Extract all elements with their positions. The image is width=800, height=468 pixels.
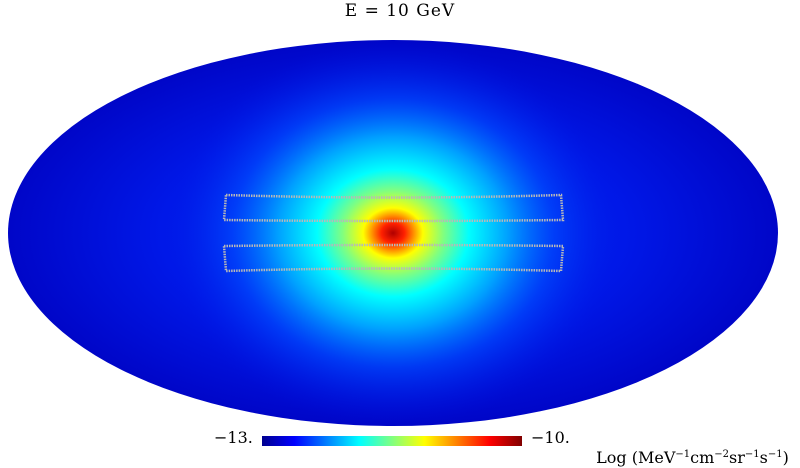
unit-sr: sr [729, 448, 745, 467]
colorbar-min-label: −13. [214, 428, 253, 447]
unit-s-exponent: −1 [767, 449, 783, 460]
unit-prefix: Log ( [596, 448, 638, 467]
lower-band-region [222, 243, 565, 273]
chart-title: E = 10 GeV [344, 1, 456, 21]
unit-suffix: ) [782, 448, 789, 467]
central-emission [163, 40, 623, 426]
colorbar-unit-label: Log (MeV−1cm−2sr−1s−1) [586, 428, 789, 468]
unit-cm-exponent: −2 [714, 449, 730, 460]
unit-mev: MeV [638, 448, 676, 467]
unit-mev-exponent: −1 [675, 449, 691, 460]
unit-cm: cm [690, 448, 715, 467]
colorbar-max-label: −10. [531, 428, 570, 447]
sky-map [8, 40, 778, 446]
unit-s: s [759, 448, 768, 467]
unit-sr-exponent: −1 [744, 449, 760, 460]
region-overlays [222, 193, 565, 273]
upper-band-region [222, 193, 565, 223]
colorbar [262, 436, 522, 446]
